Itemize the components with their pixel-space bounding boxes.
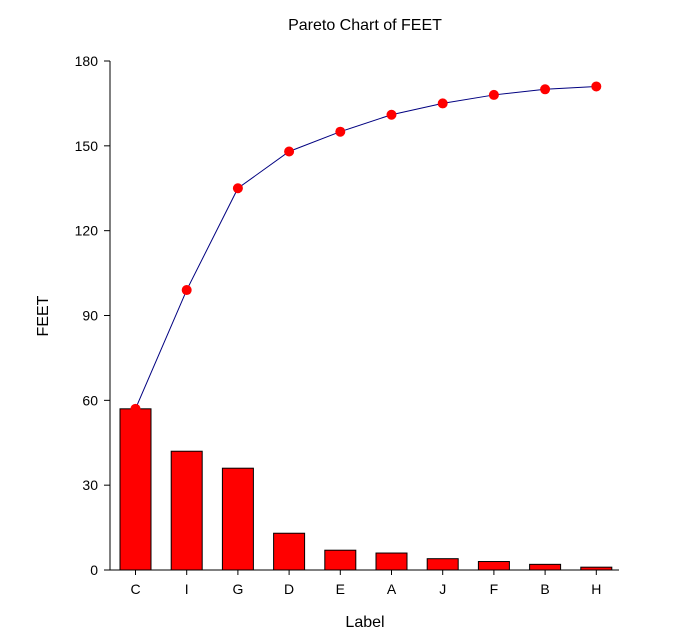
y-tick-label: 150 xyxy=(75,138,99,154)
cumulative-point-E xyxy=(335,126,346,137)
x-tick-label-I: I xyxy=(185,581,189,597)
cumulative-point-G xyxy=(232,183,243,194)
x-tick-label-D: D xyxy=(284,581,294,597)
bar-I xyxy=(170,450,203,571)
y-tick-label: 0 xyxy=(90,562,98,578)
cumulative-line-group xyxy=(130,81,602,414)
y-ticks-group: 0 30 60 90 120 150 180 xyxy=(75,53,110,578)
cumulative-point-A xyxy=(386,109,397,120)
bar-A xyxy=(375,552,408,571)
y-axis-label: FEET xyxy=(35,295,52,336)
cumulative-point-C xyxy=(130,403,141,414)
x-tick-label-B: B xyxy=(540,581,549,597)
x-tick-label-H: H xyxy=(591,581,601,597)
cumulative-point-H xyxy=(591,81,602,92)
cumulative-point-D xyxy=(284,146,295,157)
bar-E xyxy=(324,549,357,571)
cumulative-point-J xyxy=(437,98,448,109)
bar-C xyxy=(119,408,152,571)
x-tick-label-G: G xyxy=(232,581,243,597)
chart-title: Pareto Chart of FEET xyxy=(288,17,442,34)
cumulative-line xyxy=(135,85,597,410)
y-tick-label: 180 xyxy=(75,53,99,69)
bars-group xyxy=(119,408,613,571)
bar-J xyxy=(426,558,459,571)
x-tick-label-J: J xyxy=(439,581,446,597)
bar-D xyxy=(273,532,306,571)
cumulative-point-I xyxy=(181,285,192,296)
x-tick-label-F: F xyxy=(490,581,499,597)
x-axis-label: Label xyxy=(345,614,384,631)
x-tick-label-A: A xyxy=(387,581,397,597)
x-tick-label-E: E xyxy=(336,581,345,597)
bar-B xyxy=(529,563,562,571)
x-tick-label-C: C xyxy=(130,581,140,597)
cumulative-point-F xyxy=(488,89,499,100)
bar-F xyxy=(477,561,510,571)
y-tick-label: 30 xyxy=(82,477,98,493)
y-tick-label: 120 xyxy=(75,223,99,239)
bar-G xyxy=(221,467,254,571)
y-tick-label: 90 xyxy=(82,308,98,324)
y-tick-label: 60 xyxy=(82,392,98,408)
cumulative-point-B xyxy=(540,84,551,95)
